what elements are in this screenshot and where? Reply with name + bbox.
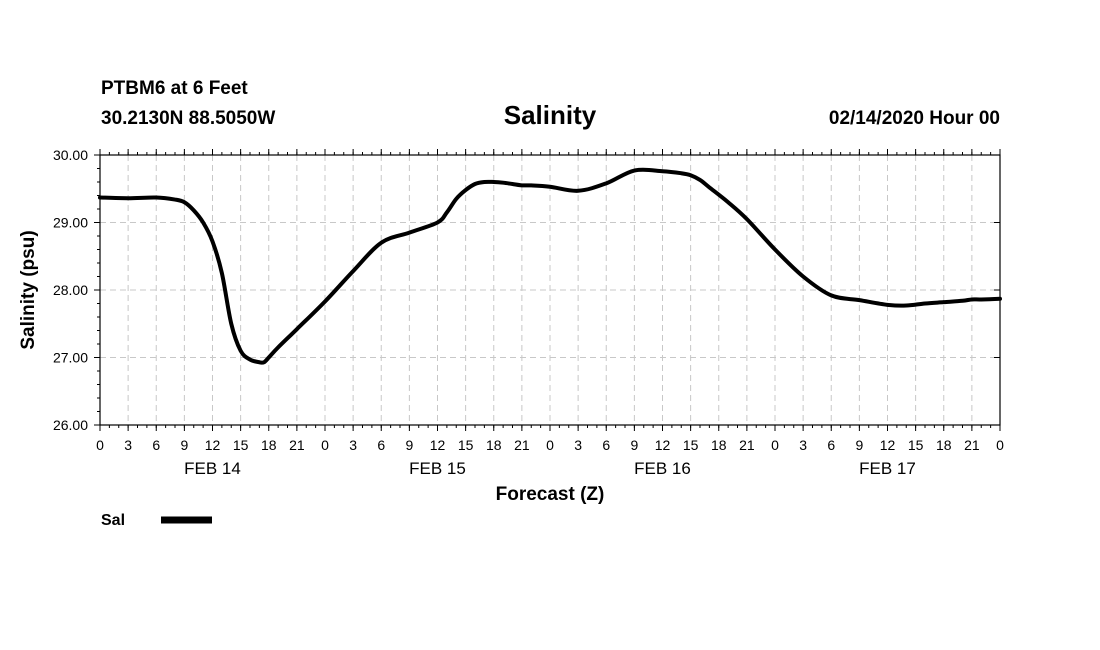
date-label: FEB 14: [184, 459, 241, 478]
x-tick-label: 0: [321, 437, 329, 453]
x-tick-label: 18: [486, 437, 502, 453]
x-tick-label: 15: [233, 437, 249, 453]
y-tick-label: 30.00: [53, 147, 88, 163]
x-tick-label: 15: [908, 437, 924, 453]
legend: Sal: [101, 512, 212, 529]
x-tick-label: 6: [602, 437, 610, 453]
x-tick-label: 3: [349, 437, 357, 453]
x-axis-label: Forecast (Z): [496, 484, 605, 505]
x-tick-label: 0: [771, 437, 779, 453]
x-tick-label: 6: [152, 437, 160, 453]
x-tick-label: 21: [964, 437, 980, 453]
grid: [100, 155, 1000, 425]
x-tick-label: 3: [799, 437, 807, 453]
chart-title: Salinity: [504, 100, 597, 130]
y-tick-label: 27.00: [53, 350, 88, 366]
x-tick-label: 21: [289, 437, 305, 453]
x-tick-label: 21: [739, 437, 755, 453]
x-tick-label: 3: [574, 437, 582, 453]
date-label: FEB 16: [634, 459, 691, 478]
x-tick-label: 9: [180, 437, 188, 453]
date-label: FEB 17: [859, 459, 916, 478]
x-tick-label: 9: [630, 437, 638, 453]
issued-time-label: 02/14/2020 Hour 00: [829, 108, 1000, 129]
date-label: FEB 15: [409, 459, 466, 478]
plot-frame: [99, 154, 1001, 426]
x-tick-label: 18: [711, 437, 727, 453]
x-tick-label: 12: [205, 437, 221, 453]
x-tick-label: 15: [458, 437, 474, 453]
series-layer: [98, 167, 1002, 365]
x-tick-label: 6: [377, 437, 385, 453]
x-tick-label: 9: [855, 437, 863, 453]
x-tick-label: 6: [827, 437, 835, 453]
series-line-sal: [98, 167, 1002, 365]
x-tick-label: 3: [124, 437, 132, 453]
y-tick-label: 29.00: [53, 215, 88, 231]
x-tick-label: 15: [683, 437, 699, 453]
x-tick-label: 12: [880, 437, 896, 453]
x-tick-label: 0: [546, 437, 554, 453]
y-tick-label: 26.00: [53, 417, 88, 433]
x-tick-label: 0: [996, 437, 1004, 453]
x-tick-label: 12: [430, 437, 446, 453]
legend-label: Sal: [101, 512, 125, 529]
axes: 26.00 27.00 28.00 29.00 30.00 0 3 6 9 12 15 18 21 0 3 6…: [53, 147, 1004, 478]
y-axis-label: Salinity (psu): [18, 230, 39, 349]
x-tick-label: 18: [936, 437, 952, 453]
coordinates-label: 30.2130N 88.5050W: [101, 108, 275, 129]
x-tick-label: 12: [655, 437, 671, 453]
y-tick-label: 28.00: [53, 282, 88, 298]
x-tick-label: 9: [405, 437, 413, 453]
x-tick-label: 21: [514, 437, 530, 453]
station-label: PTBM6 at 6 Feet: [101, 78, 248, 99]
x-tick-label: 18: [261, 437, 277, 453]
x-tick-label: 0: [96, 437, 104, 453]
